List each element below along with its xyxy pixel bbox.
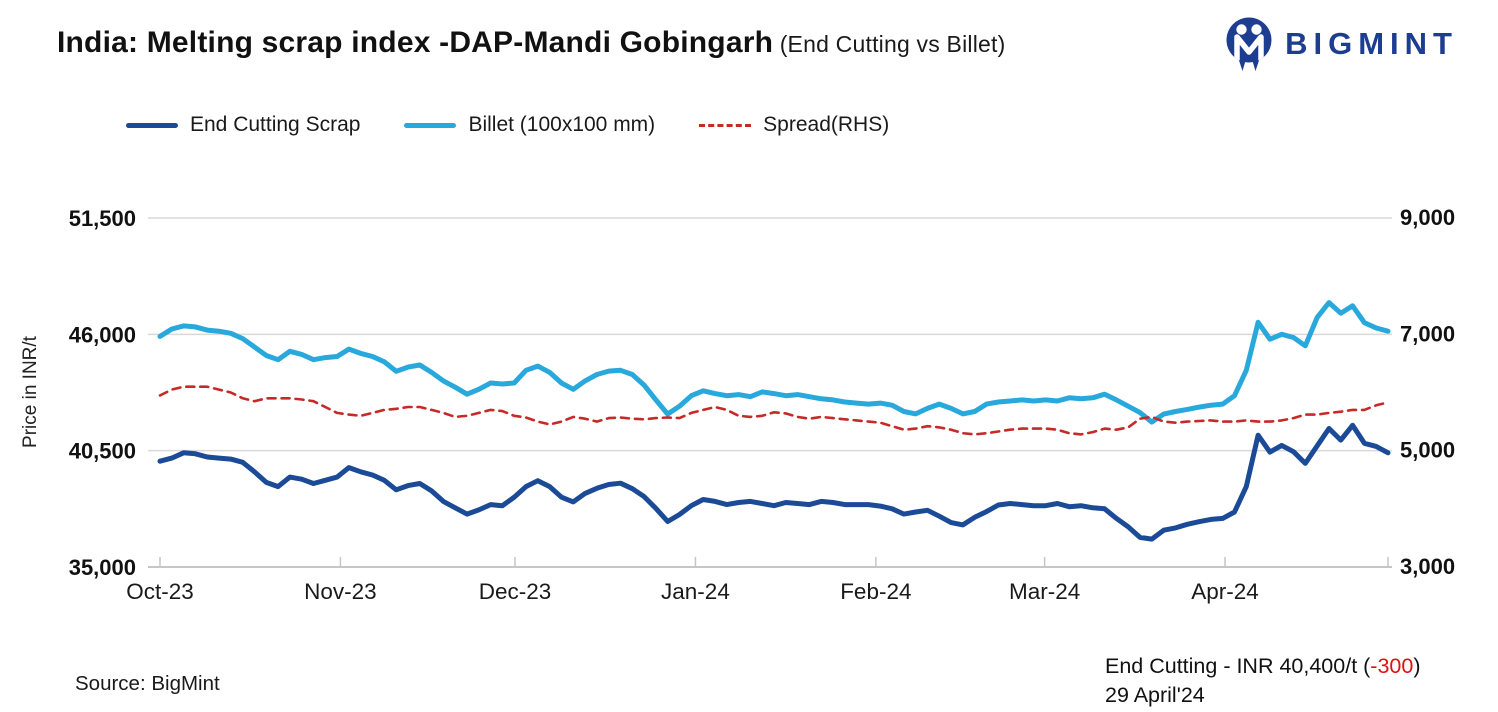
right-axis-tick-label: 9,000 (1400, 205, 1455, 230)
x-axis-tick-label: Jan-24 (661, 579, 730, 604)
legend-item-end-cutting: End Cutting Scrap (126, 113, 360, 137)
latest-price-annotation: End Cutting - INR 40,400/t (-300) 29 Apr… (1105, 652, 1421, 710)
x-axis-tick-label: Oct-23 (126, 579, 194, 604)
left-axis-tick-label: 46,000 (69, 322, 136, 347)
right-axis-tick-label: 3,000 (1400, 554, 1455, 579)
end-cutting-line (157, 422, 1391, 542)
page-title: India: Melting scrap index -DAP-Mandi Go… (57, 26, 1005, 60)
source-note: Source: BigMint (75, 672, 220, 695)
legend-label-billet: Billet (100x100 mm) (468, 113, 656, 136)
title-subtitle: (End Cutting vs Billet) (773, 31, 1006, 57)
left-axis-tick-label: 51,500 (69, 206, 136, 231)
spread-line (158, 385, 1390, 436)
right-axis-tick-label: 7,000 (1400, 321, 1455, 346)
annotation-date: 29 April'24 (1105, 683, 1205, 707)
legend-label-spread: Spread(RHS) (763, 113, 890, 136)
x-axis-tick-label: Feb-24 (840, 579, 911, 604)
left-axis-title: Price in INR/t (20, 335, 41, 448)
chart-legend: End Cutting Scrap Billet (100x100 mm) Sp… (126, 113, 889, 137)
legend-item-billet: Billet (100x100 mm) (404, 113, 655, 137)
end-cutting-swatch (126, 122, 178, 128)
legend-item-spread: Spread(RHS) (699, 113, 889, 137)
bigmint-logo: BIGMINT (1223, 15, 1458, 72)
billet-line (157, 300, 1391, 425)
x-axis-tick-label: Dec-23 (479, 579, 552, 604)
left-axis-tick-label: 35,000 (69, 555, 136, 580)
billet-swatch (404, 122, 457, 128)
x-axis-tick-label: Mar-24 (1009, 579, 1080, 604)
spread-swatch (699, 123, 752, 127)
annotation-close-paren: ) (1413, 654, 1421, 678)
bigmint-logo-icon (1226, 17, 1272, 71)
annotation-price: End Cutting - INR 40,400/t ( (1105, 654, 1371, 678)
annotation-change: -300 (1370, 654, 1414, 678)
left-axis-tick-label: 40,500 (69, 439, 136, 464)
legend-label-end-cutting: End Cutting Scrap (190, 113, 361, 136)
right-axis-tick-label: 5,000 (1400, 438, 1455, 463)
x-axis-tick-label: Apr-24 (1191, 579, 1259, 604)
bigmint-logo-text: BIGMINT (1285, 25, 1458, 61)
title-text: India: Melting scrap index -DAP-Mandi Go… (57, 26, 774, 59)
x-axis-tick-label: Nov-23 (304, 579, 377, 604)
annotation-line1: End Cutting - INR 40,400/t (-300) (1105, 652, 1421, 681)
